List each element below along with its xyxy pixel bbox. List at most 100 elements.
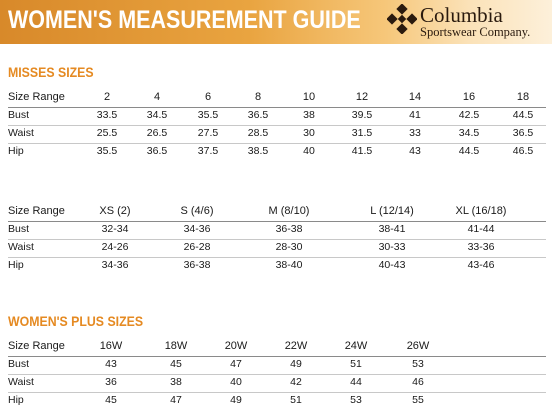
table-row: Waist 25.5 26.5 27.5 28.5 30 31.5 33 34.5 36.5 <box>8 125 546 144</box>
measurement-cell: 53 <box>412 358 424 370</box>
table-header-row: Size Range 16W 18W 20W 22W 24W 26W <box>8 338 546 357</box>
measurement-cell: 35.5 <box>96 145 118 157</box>
brand-logo: Columbia Sportswear Company. <box>387 3 547 41</box>
measurement-label: Hip <box>8 394 24 406</box>
measurement-cell: 51 <box>290 394 302 406</box>
measurement-cell: 44.5 <box>458 145 480 157</box>
measurement-cell: 34.5 <box>146 109 168 121</box>
size-header-cell: 14 <box>408 91 422 103</box>
size-header-cell: L (12/14) <box>370 205 414 217</box>
measurement-cell: 40 <box>230 376 242 388</box>
measurement-cell: 41.5 <box>351 145 373 157</box>
measurement-cell: 47 <box>170 394 182 406</box>
table-row: Waist 36 38 40 42 44 46 <box>8 374 546 393</box>
size-header-cell: 20W <box>224 340 248 352</box>
brand-name: Columbia <box>420 3 503 27</box>
measurement-cell: 36.5 <box>146 145 168 157</box>
measurement-label: Waist <box>8 241 34 253</box>
measurement-cell: 42.5 <box>458 109 480 121</box>
measurement-cell: 40-43 <box>378 259 406 271</box>
size-header-cell: 18W <box>164 340 188 352</box>
measurement-cell: 45 <box>105 394 117 406</box>
table-row: Bust 32-34 34-36 36-38 38-41 41-44 <box>8 221 546 240</box>
size-header-cell: 18 <box>516 91 530 103</box>
measurement-cell: 38 <box>303 109 315 121</box>
size-header-cell: 16W <box>99 340 123 352</box>
measurement-cell: 28.5 <box>247 127 269 139</box>
size-header-cell: 26W <box>406 340 430 352</box>
measurement-label: Bust <box>8 358 30 370</box>
table-row: Hip 34-36 36-38 38-40 40-43 43-46 <box>8 257 546 275</box>
size-header-cell: 22W <box>284 340 308 352</box>
measurement-cell: 38 <box>170 376 182 388</box>
measurement-cell: 38-41 <box>378 223 406 235</box>
measurement-cell: 46.5 <box>512 145 534 157</box>
table-row: Hip 45 47 49 51 53 55 <box>8 392 546 410</box>
measurement-cell: 41-44 <box>467 223 495 235</box>
measurement-cell: 44 <box>350 376 362 388</box>
measurement-cell: 36-38 <box>275 223 303 235</box>
measurement-cell: 49 <box>290 358 302 370</box>
measurement-cell: 49 <box>230 394 242 406</box>
table-row: Hip 35.5 36.5 37.5 38.5 40 41.5 43 44.5 46.5 <box>8 143 546 161</box>
measurement-cell: 36-38 <box>183 259 211 271</box>
size-header-cell: 10 <box>302 91 316 103</box>
page-title: WOMEN'S MEASUREMENT GUIDE <box>8 6 361 34</box>
measurement-label: Waist <box>8 376 34 388</box>
measurement-cell: 33-36 <box>467 241 495 253</box>
measurement-cell: 38-40 <box>275 259 303 271</box>
header-banner: WOMEN'S MEASUREMENT GUIDE Columbia Sport… <box>0 0 552 44</box>
table-header-row: Size Range XS (2) S (4/6) M (8/10) L (12/14)… <box>8 203 546 222</box>
table-row: Bust 33.5 34.5 35.5 36.5 38 39.5 41 42.5 44.5 <box>8 107 546 126</box>
measurement-cell: 24-26 <box>101 241 129 253</box>
size-range-label: Size Range <box>8 205 65 217</box>
measurement-cell: 28-30 <box>275 241 303 253</box>
size-header-cell: 4 <box>153 91 161 103</box>
measurement-cell: 26.5 <box>146 127 168 139</box>
measurement-cell: 33 <box>409 127 421 139</box>
size-header-cell: XS (2) <box>99 205 131 217</box>
table-row: Bust 43 45 47 49 51 53 <box>8 356 546 375</box>
measurement-cell: 37.5 <box>197 145 219 157</box>
measurement-cell: 35.5 <box>197 109 219 121</box>
size-header-cell: M (8/10) <box>268 205 310 217</box>
measurement-cell: 34-36 <box>183 223 211 235</box>
measurement-cell: 30-33 <box>378 241 406 253</box>
measurement-label: Hip <box>8 259 24 271</box>
measurement-cell: 36.5 <box>512 127 534 139</box>
measurement-cell: 31.5 <box>351 127 373 139</box>
measurement-label: Hip <box>8 145 24 157</box>
measurement-cell: 27.5 <box>197 127 219 139</box>
measurement-label: Bust <box>8 223 30 235</box>
size-header-cell: 8 <box>254 91 262 103</box>
measurement-cell: 36 <box>105 376 117 388</box>
table-header-row: Size Range 2 4 6 8 10 12 14 16 18 <box>8 89 546 108</box>
plus-section-title: WOMEN'S PLUS SIZES <box>8 313 144 329</box>
measurement-cell: 38.5 <box>247 145 269 157</box>
measurement-label: Bust <box>8 109 30 121</box>
size-header-cell: 24W <box>344 340 368 352</box>
brand-subtitle: Sportswear Company. <box>420 25 531 39</box>
measurement-cell: 43-46 <box>467 259 495 271</box>
measurement-cell: 33.5 <box>96 109 118 121</box>
measurement-cell: 55 <box>412 394 424 406</box>
measurement-cell: 45 <box>170 358 182 370</box>
measurement-cell: 39.5 <box>351 109 373 121</box>
columbia-diamond-logo-icon <box>387 4 417 34</box>
size-header-cell: 2 <box>103 91 111 103</box>
measurement-cell: 34.5 <box>458 127 480 139</box>
measurement-cell: 34-36 <box>101 259 129 271</box>
measurement-cell: 46 <box>412 376 424 388</box>
measurement-label: Waist <box>8 127 34 139</box>
measurement-cell: 43 <box>409 145 421 157</box>
measurement-cell: 41 <box>409 109 421 121</box>
measurement-cell: 42 <box>290 376 302 388</box>
table-row: Waist 24-26 26-28 28-30 30-33 33-36 <box>8 239 546 258</box>
size-range-label: Size Range <box>8 340 65 352</box>
measurement-cell: 47 <box>230 358 242 370</box>
measurement-cell: 53 <box>350 394 362 406</box>
size-range-label: Size Range <box>8 91 65 103</box>
size-header-cell: 16 <box>462 91 476 103</box>
measurement-cell: 51 <box>350 358 362 370</box>
measurement-cell: 25.5 <box>96 127 118 139</box>
